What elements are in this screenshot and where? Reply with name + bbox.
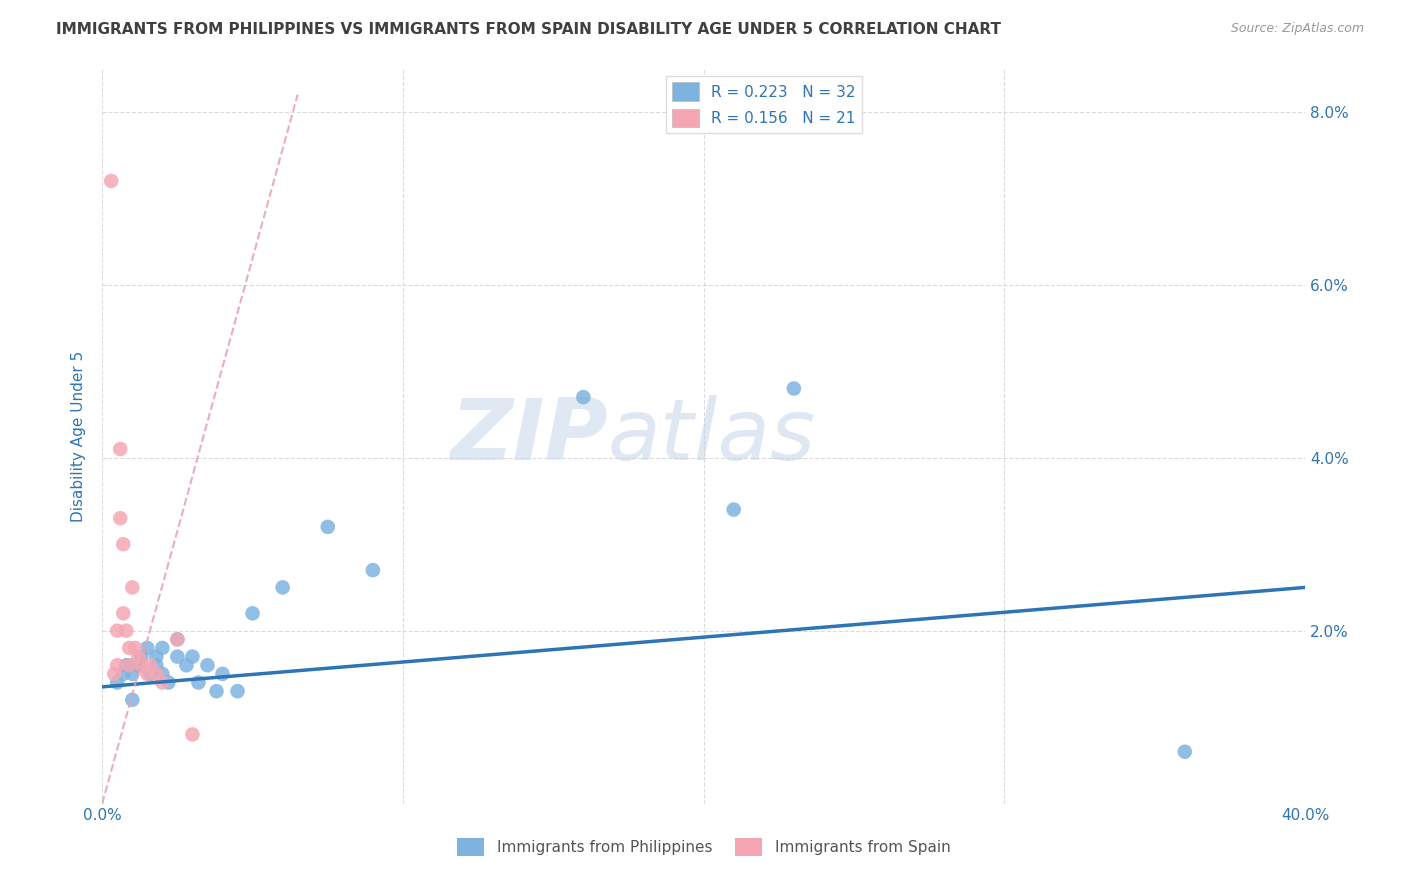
Point <box>115 624 138 638</box>
Point <box>139 666 162 681</box>
Point <box>166 632 188 647</box>
Point <box>118 658 141 673</box>
Text: ZIP: ZIP <box>450 394 607 477</box>
Point <box>105 624 128 638</box>
Point <box>211 666 233 681</box>
Point <box>105 658 128 673</box>
Point <box>205 684 228 698</box>
Point <box>124 640 146 655</box>
Point <box>150 666 173 681</box>
Text: IMMIGRANTS FROM PHILIPPINES VS IMMIGRANTS FROM SPAIN DISABILITY AGE UNDER 5 CORR: IMMIGRANTS FROM PHILIPPINES VS IMMIGRANT… <box>56 22 1001 37</box>
Point <box>242 607 264 621</box>
Point <box>181 649 204 664</box>
Point <box>121 693 143 707</box>
Point <box>166 649 188 664</box>
Point <box>127 649 149 664</box>
Point <box>112 666 135 681</box>
Point <box>157 675 180 690</box>
Point <box>105 675 128 690</box>
Point <box>197 658 219 673</box>
Point <box>121 581 143 595</box>
Point <box>110 442 132 456</box>
Point <box>127 658 149 673</box>
Point <box>361 563 384 577</box>
Point <box>121 666 143 681</box>
Point <box>783 382 806 396</box>
Point <box>166 632 188 647</box>
Y-axis label: Disability Age Under 5: Disability Age Under 5 <box>72 351 86 522</box>
Point <box>112 607 135 621</box>
Point <box>136 666 159 681</box>
Point <box>181 727 204 741</box>
Point <box>1174 745 1197 759</box>
Text: atlas: atlas <box>607 394 815 477</box>
Point <box>145 658 167 673</box>
Point <box>103 666 125 681</box>
Point <box>136 640 159 655</box>
Point <box>226 684 249 698</box>
Point <box>723 502 745 516</box>
Legend: R = 0.223   N = 32, R = 0.156   N = 21: R = 0.223 N = 32, R = 0.156 N = 21 <box>665 76 862 133</box>
Point <box>145 666 167 681</box>
Point <box>139 658 162 673</box>
Point <box>115 658 138 673</box>
Point <box>187 675 209 690</box>
Point <box>145 649 167 664</box>
Point <box>316 520 339 534</box>
Point <box>118 658 141 673</box>
Point <box>150 675 173 690</box>
Point <box>572 390 595 404</box>
Point <box>118 640 141 655</box>
Point <box>100 174 122 188</box>
Point <box>271 581 294 595</box>
Text: Source: ZipAtlas.com: Source: ZipAtlas.com <box>1230 22 1364 36</box>
Point <box>112 537 135 551</box>
Point <box>150 640 173 655</box>
Point <box>131 649 153 664</box>
Point <box>131 658 153 673</box>
Point <box>110 511 132 525</box>
Point <box>176 658 198 673</box>
